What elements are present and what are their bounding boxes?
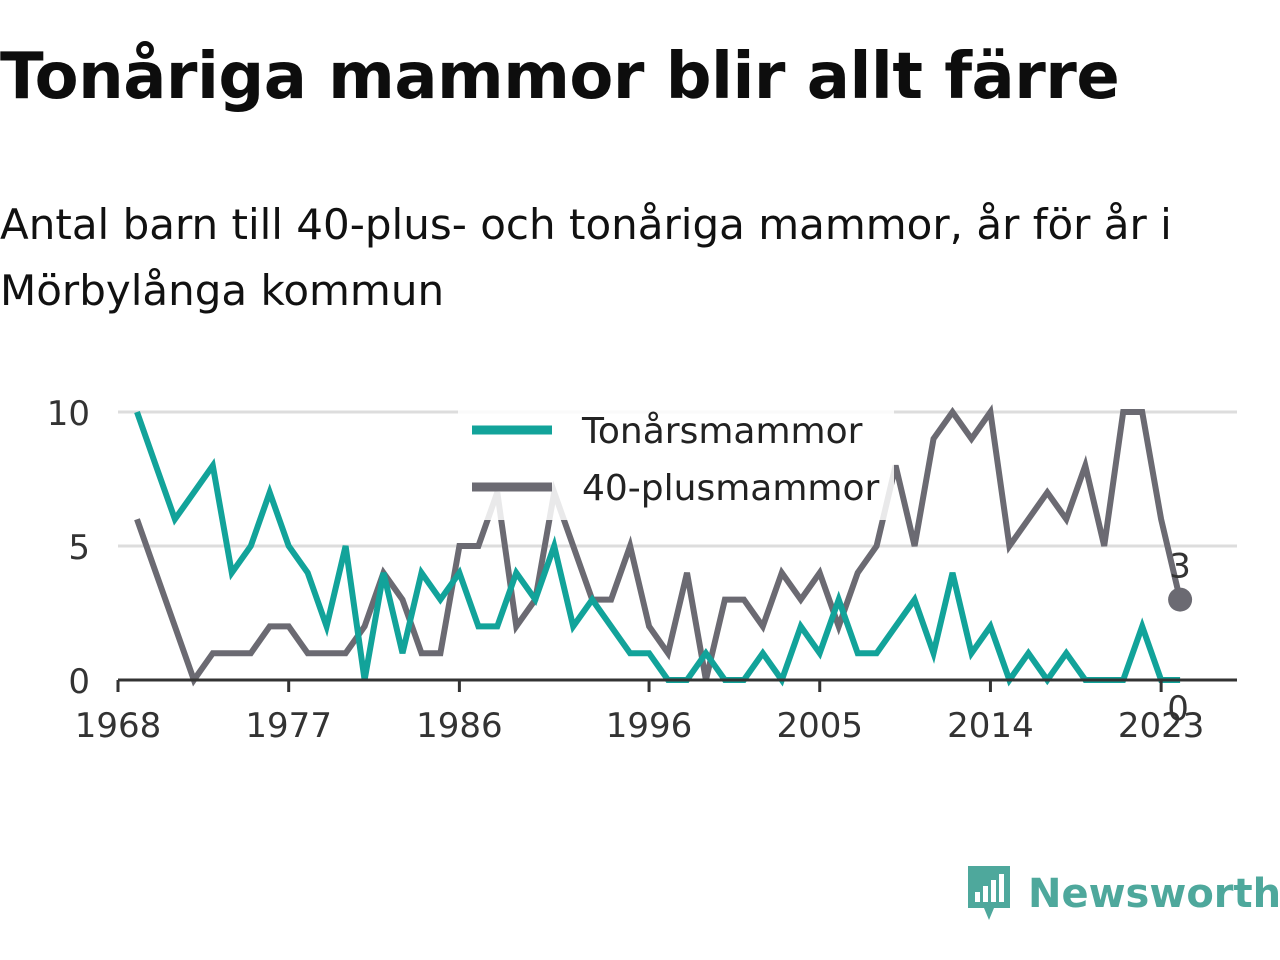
series-line-forty <box>134 404 1184 687</box>
x-tick-label: 1996 <box>606 706 693 746</box>
end-marker-forty <box>1168 587 1193 612</box>
x-tick-label: 2023 <box>1118 706 1205 746</box>
newsworthy-logo-icon <box>968 866 1010 920</box>
brand-name: Newsworthy <box>1028 871 1280 917</box>
legend-label-teen: Tonårsmammor <box>581 411 863 452</box>
y-tick-label: 10 <box>47 394 90 434</box>
end-label-forty: 3 <box>1169 547 1191 587</box>
legend: Tonårsmammor 40-plusmammor <box>458 410 894 520</box>
x-tick-label: 1977 <box>245 706 332 746</box>
series-line-teen <box>134 411 1181 687</box>
y-tick-label: 5 <box>68 528 90 568</box>
end-markers: 30 <box>1167 547 1193 729</box>
chart-title: Tonåriga mammor blir allt färre <box>0 40 1120 114</box>
legend-label-forty: 40-plusmammor <box>582 468 880 509</box>
x-axis: 1968 1977 1986 1996 2005 2014 2023 <box>75 678 1237 746</box>
chart-subtitle: Antal barn till 40-plus- och tonåriga ma… <box>0 200 1172 315</box>
x-tick-label: 2014 <box>947 706 1034 746</box>
end-label-teen: 0 <box>1167 689 1189 729</box>
line-chart: 0 5 10 Tonårsmammor 40-plusmammor 1968 1977… <box>47 394 1237 746</box>
x-tick-label: 2005 <box>776 706 863 746</box>
x-tick-label: 1986 <box>416 706 503 746</box>
y-tick-label: 0 <box>68 662 90 702</box>
y-axis-labels: 0 5 10 <box>47 394 90 702</box>
x-tick-label: 1968 <box>75 706 162 746</box>
series-lines <box>134 404 1184 687</box>
newsworthy-logo: Newsworthy <box>964 862 1280 926</box>
